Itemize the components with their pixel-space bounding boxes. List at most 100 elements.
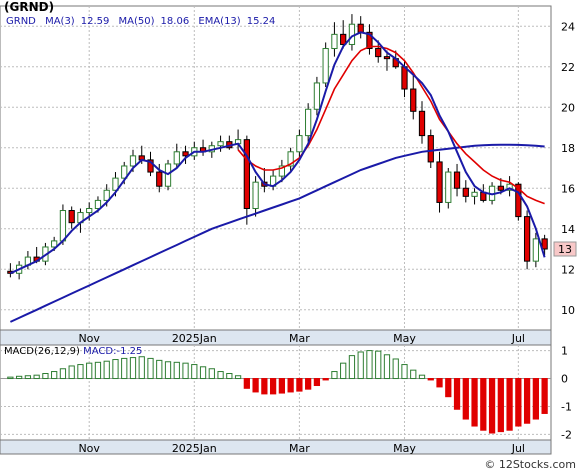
candle-body-58 xyxy=(515,183,522,218)
candle-body-38 xyxy=(340,33,347,45)
macd-bar-5 xyxy=(51,371,58,380)
candle-body-17 xyxy=(156,171,163,187)
macd-bar-47 xyxy=(418,374,426,380)
macd-bar-21 xyxy=(191,364,198,380)
macd-bar-55 xyxy=(488,378,496,434)
candle-body-27 xyxy=(243,139,250,209)
candle-body-35 xyxy=(313,82,321,110)
candle-body-24 xyxy=(217,141,224,147)
macd-date-axis-band xyxy=(0,439,552,455)
macd-bar-3 xyxy=(33,374,40,380)
price-panel-frame xyxy=(0,5,552,331)
macd-bar-19 xyxy=(173,361,180,380)
candle-body-9 xyxy=(86,208,93,214)
price-x-label-3: May xyxy=(393,332,416,345)
candle-body-46 xyxy=(410,88,417,112)
macd-bar-14 xyxy=(129,357,137,380)
price-x-label-1: 2025Jan xyxy=(172,332,217,345)
macd-bar-16 xyxy=(147,357,154,380)
candle-body-12 xyxy=(112,177,119,191)
price-x-label-2: Mar xyxy=(289,332,310,345)
macd-x-label-2: Mar xyxy=(289,442,310,455)
candle-body-33 xyxy=(296,135,303,153)
price-x-label-0: Nov xyxy=(78,332,100,345)
macd-bar-53 xyxy=(471,378,478,427)
chart-title: (GRND) xyxy=(4,0,55,14)
macd-bar-15 xyxy=(138,356,145,380)
macd-bar-11 xyxy=(103,360,110,380)
candle-body-37 xyxy=(331,33,338,50)
macd-legend: MACD(26,12,9) MACD:-1.25 xyxy=(4,346,142,357)
macd-bar-46 xyxy=(410,369,417,380)
candle-body-10 xyxy=(94,199,102,209)
macd-bar-23 xyxy=(208,368,215,380)
candle-body-31 xyxy=(278,165,286,177)
price-tick-label-20: 20 xyxy=(561,101,575,114)
candle-body-48 xyxy=(427,135,434,163)
macd-bar-22 xyxy=(199,366,207,380)
price-x-label-4: Jul xyxy=(511,332,525,345)
macd-bar-36 xyxy=(322,378,329,381)
macd-bar-8 xyxy=(77,364,84,380)
macd-bar-51 xyxy=(453,378,461,410)
candle-body-41 xyxy=(366,31,373,50)
macd-bar-40 xyxy=(357,351,364,380)
macd-bar-60 xyxy=(532,378,539,420)
macd-bar-13 xyxy=(121,357,128,380)
macd-tick-label-1: 1 xyxy=(561,345,568,358)
macd-bar-7 xyxy=(68,365,75,380)
candle-body-34 xyxy=(305,108,312,137)
candle-body-20 xyxy=(182,151,189,157)
macd-bar-57 xyxy=(506,378,513,431)
macd-bar-18 xyxy=(164,361,172,380)
legend-ma50-value: 18.06 xyxy=(160,16,190,27)
price-tick-label-14: 14 xyxy=(561,223,575,236)
macd-tick-label--2: -2 xyxy=(561,428,572,441)
candle-body-47 xyxy=(418,110,426,137)
candle-body-42 xyxy=(375,48,382,58)
price-legend: GRND MA(3) 12.59 MA(50) 18.06 EMA(13) 15.24 xyxy=(6,16,281,27)
macd-bar-37 xyxy=(331,371,338,380)
macd-bar-32 xyxy=(287,378,294,393)
macd-bar-25 xyxy=(226,373,233,380)
legend-ma3-value: 12.59 xyxy=(80,16,110,27)
macd-bar-26 xyxy=(234,375,242,380)
macd-legend-value-label: MACD: xyxy=(83,346,117,357)
macd-bar-61 xyxy=(541,378,548,414)
macd-bar-34 xyxy=(305,378,312,390)
candle-body-7 xyxy=(68,210,75,224)
macd-bar-56 xyxy=(497,378,504,433)
macd-bar-1 xyxy=(16,375,23,380)
macd-bar-44 xyxy=(392,358,399,380)
macd-bar-49 xyxy=(436,378,443,388)
candle-body-45 xyxy=(401,66,408,90)
macd-bar-12 xyxy=(112,359,119,380)
price-tick-label-16: 16 xyxy=(561,182,575,195)
price-tick-label-12: 12 xyxy=(561,263,575,276)
macd-bar-30 xyxy=(269,378,277,395)
legend-ma3-label: MA(3) xyxy=(45,16,75,27)
macd-bar-20 xyxy=(182,362,189,380)
macd-bar-54 xyxy=(480,378,487,431)
macd-bar-42 xyxy=(375,350,382,380)
candle-body-14 xyxy=(129,155,137,167)
macd-bar-27 xyxy=(243,378,250,389)
macd-x-label-4: Jul xyxy=(511,442,525,455)
candle-body-59 xyxy=(523,216,531,262)
macd-bar-48 xyxy=(427,378,434,381)
macd-legend-value: -1.25 xyxy=(116,346,143,357)
macd-bar-59 xyxy=(523,378,531,424)
macd-tick-label--1: -1 xyxy=(561,400,572,413)
macd-bar-10 xyxy=(94,361,102,380)
candle-body-39 xyxy=(348,23,356,45)
price-tick-label-22: 22 xyxy=(561,61,575,74)
last-price-tag xyxy=(553,241,577,257)
macd-bar-41 xyxy=(366,350,373,380)
candle-body-36 xyxy=(322,48,329,84)
candle-body-60 xyxy=(532,238,539,262)
candle-body-5 xyxy=(51,240,58,248)
candle-body-49 xyxy=(436,161,443,203)
macd-bar-17 xyxy=(156,359,163,380)
candle-body-50 xyxy=(445,171,452,203)
